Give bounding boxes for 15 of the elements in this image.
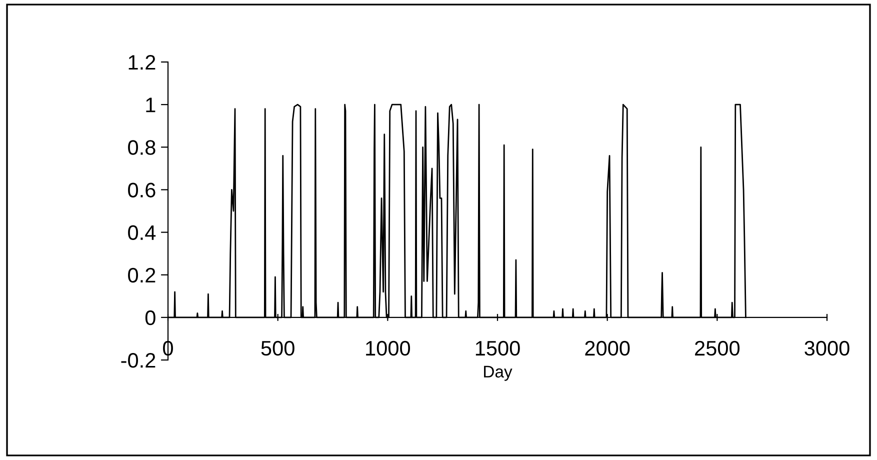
y-tick-label: 0.6 (128, 182, 156, 198)
y-tick-label: 0.8 (128, 140, 156, 155)
y-tick-label: -0.2 (121, 353, 156, 368)
x-tick-label: 1000 (366, 340, 410, 356)
y-tick-label: 0 (145, 310, 156, 326)
x-tick-label: 1500 (476, 340, 520, 356)
y-tick-label: 0.4 (128, 225, 156, 240)
x-tick-label: 2000 (585, 340, 630, 356)
x-tick-label: 500 (261, 340, 294, 356)
y-tick-label: 1.2 (128, 55, 156, 70)
x-tick-label: 2500 (695, 340, 740, 356)
x-axis-title: Day (484, 366, 512, 381)
x-tick-label: 3000 (804, 340, 850, 356)
y-tick-label: 0.2 (128, 268, 156, 283)
y-tick-label: 1 (146, 98, 156, 112)
